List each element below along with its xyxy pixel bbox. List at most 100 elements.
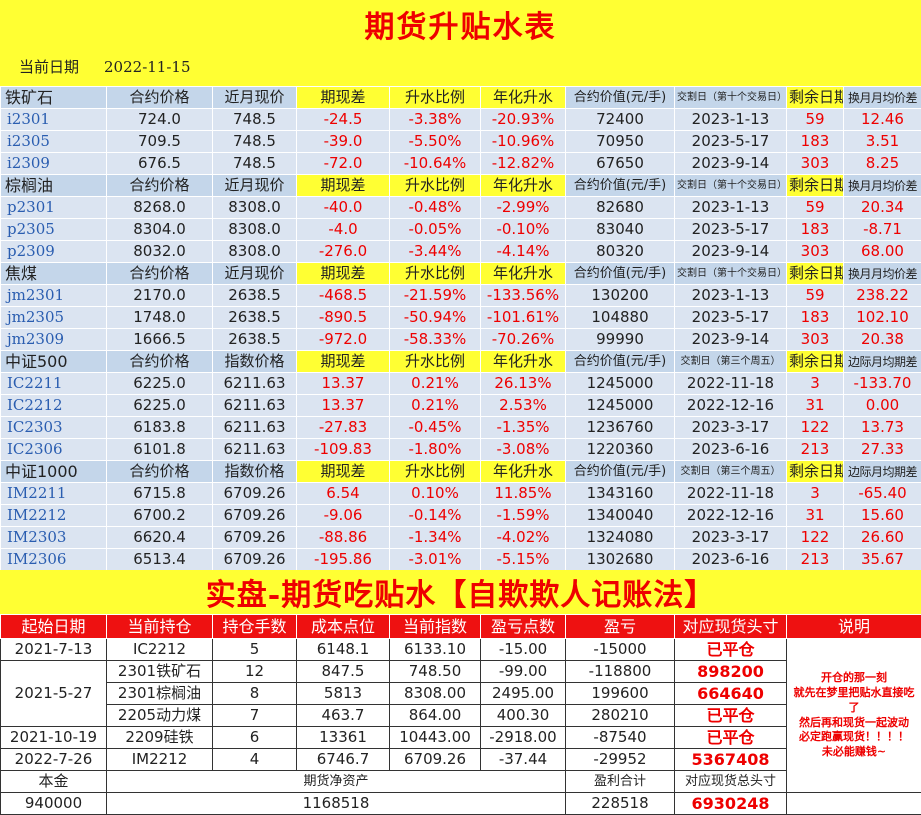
ledger-pnl: -118800 (565, 660, 675, 683)
contract-cell: 2022-12-16 (674, 504, 787, 527)
ledger-header-row: 起始日期 当前持仓 持仓手数 成本点位 当前指数 盈亏点数 盈亏 对应现货头寸 … (0, 614, 921, 639)
ledger-date: 2021-10-19 (0, 726, 107, 749)
contract-cell: 2023-5-17 (674, 306, 787, 329)
contract-cell: 80320 (565, 240, 675, 263)
contract-cell: 724.0 (106, 108, 213, 131)
contract-code: p2309 (0, 240, 107, 263)
group-header-cell: 剩余日期 (786, 262, 844, 285)
ledger-lots: 4 (212, 748, 297, 771)
contract-cell: -10.64% (389, 152, 481, 175)
principal-label: 本金 (0, 770, 107, 793)
ledger-points: 400.30 (480, 704, 566, 727)
contract-code: IC2212 (0, 394, 107, 417)
ledger-pnl: -29952 (565, 748, 675, 771)
principal-value: 940000 (0, 792, 107, 815)
ledger-spot: 5367408 (674, 748, 787, 771)
real-account-title-bar: 实盘-期货吃贴水【自欺欺人记账法】 (0, 570, 921, 614)
contract-cell: 8032.0 (106, 240, 213, 263)
contract-cell: -0.10% (480, 218, 566, 241)
ledger-cost: 463.7 (296, 704, 390, 727)
net-assets-label: 期货净资产 (106, 770, 566, 793)
contract-code: IC2303 (0, 416, 107, 439)
contract-cell: 59 (786, 284, 844, 307)
group-header-cell: 边际月均期差 (843, 460, 921, 483)
contract-cell: 2023-3-17 (674, 416, 787, 439)
contract-cell: -1.80% (389, 438, 481, 461)
contract-cell: 2023-6-16 (674, 548, 787, 571)
contract-cell: 6211.63 (212, 372, 297, 395)
ledger-header-cell: 盈亏 (565, 614, 675, 639)
group-header-cell: 合约价值(元/手) (565, 86, 675, 109)
group-header-cell: 剩余日期 (786, 350, 844, 373)
contract-cell: -88.86 (296, 526, 390, 549)
group-header-cell: 近月现价 (212, 262, 297, 285)
ledger-pnl: -15000 (565, 638, 675, 661)
contract-cell: 6715.8 (106, 482, 213, 505)
ledger-points: -15.00 (480, 638, 566, 661)
ledger-date: 2021-5-27 (0, 660, 107, 727)
contract-cell: -133.56% (480, 284, 566, 307)
contract-cell: 6709.26 (212, 526, 297, 549)
contract-cell: 2023-9-14 (674, 152, 787, 175)
ledger-cost: 5813 (296, 682, 390, 705)
group-header-row: 铁矿石 合约价格 近月现价 期现差 升水比例 年化升水 合约价值(元/手) 交割日（第十个交易… (0, 86, 921, 109)
ledger-row: 2021-7-13 IC2212 5 6148.1 6133.10 -15.00… (0, 638, 921, 793)
ledger-table: 起始日期 当前持仓 持仓手数 成本点位 当前指数 盈亏点数 盈亏 对应现货头寸 … (0, 614, 921, 815)
ledger-position: 2209硅铁 (106, 726, 213, 749)
group-header-cell: 合约价值(元/手) (565, 460, 675, 483)
net-assets-value: 1168518 (106, 792, 566, 815)
ledger-lots: 7 (212, 704, 297, 727)
contract-cell: -0.14% (389, 504, 481, 527)
contract-row: IM2303 6620.4 6709.26 -88.86 -1.34% -4.02% 132… (0, 526, 921, 549)
total-spot-label: 对应现货总头寸 (674, 770, 787, 793)
contract-row: i2309 676.5 748.5 -72.0 -10.64% -12.82% 67650 2… (0, 152, 921, 175)
contract-cell: 6700.2 (106, 504, 213, 527)
ledger-header-cell: 对应现货头寸 (674, 614, 787, 639)
contract-cell: -890.5 (296, 306, 390, 329)
contract-cell: -24.5 (296, 108, 390, 131)
contract-cell: 238.22 (843, 284, 921, 307)
contract-cell: -3.44% (389, 240, 481, 263)
contract-cell: 27.33 (843, 438, 921, 461)
contract-row: IM2306 6513.4 6709.26 -195.86 -3.01% -5.15% 13… (0, 548, 921, 571)
contract-cell: 303 (786, 240, 844, 263)
contract-cell: -12.82% (480, 152, 566, 175)
contract-cell: -70.26% (480, 328, 566, 351)
group-header-cell: 合约价格 (106, 460, 213, 483)
date-value: 2022-11-15 (104, 57, 191, 76)
contract-cell: -1.59% (480, 504, 566, 527)
ledger-row: 2205动力煤 7 463.7 864.00 400.30 280210 已平仓 (1, 704, 921, 727)
group-header-cell: 升水比例 (389, 174, 481, 197)
note-line: 就先在梦里把贴水直接吃了 (793, 685, 915, 714)
group-header-cell: 合约价格 (106, 174, 213, 197)
group-header-cell: 期现差 (296, 350, 390, 373)
contract-cell: 104880 (565, 306, 675, 329)
contract-cell: 183 (786, 130, 844, 153)
contract-code: IC2306 (0, 438, 107, 461)
note-line: 未必能赚钱~ (821, 745, 887, 759)
contract-cell: 26.60 (843, 526, 921, 549)
contract-cell: 709.5 (106, 130, 213, 153)
contract-row: jm2305 1748.0 2638.5 -890.5 -50.94% -101.61% 1… (0, 306, 921, 329)
contract-cell: 8304.0 (106, 218, 213, 241)
real-account-title: 实盘-期货吃贴水【自欺欺人记账法】 (205, 578, 716, 613)
contract-row: p2305 8304.0 8308.0 -4.0 -0.05% -0.10% 83040 20… (0, 218, 921, 241)
ledger-cost: 6148.1 (296, 638, 390, 661)
contract-row: IM2212 6700.2 6709.26 -9.06 -0.14% -1.59% 1340… (0, 504, 921, 527)
contract-cell: 0.00 (843, 394, 921, 417)
group-header-cell: 交割日（第十个交易日） (674, 174, 787, 197)
contract-cell: 8308.0 (212, 218, 297, 241)
ledger-note: 开仓的那一刻 就先在梦里把贴水直接吃了 然后再和现货一起波动 必定跑赢现货！！！… (786, 638, 921, 793)
contract-cell: 72400 (565, 108, 675, 131)
contract-cell: 6620.4 (106, 526, 213, 549)
ledger-row: 2021-5-27 2301铁矿石 12 847.5 748.50 -99.00… (0, 660, 921, 727)
contract-cell: -58.33% (389, 328, 481, 351)
group-header-cell: 合约价值(元/手) (565, 350, 675, 373)
contract-cell: 676.5 (106, 152, 213, 175)
contract-cell: -972.0 (296, 328, 390, 351)
contract-row: i2301 724.0 748.5 -24.5 -3.38% -20.93% 72400 20… (0, 108, 921, 131)
group-header-cell: 年化升水 (480, 460, 566, 483)
contract-cell: 13.73 (843, 416, 921, 439)
contract-cell: 303 (786, 328, 844, 351)
contract-cell: -10.96% (480, 130, 566, 153)
